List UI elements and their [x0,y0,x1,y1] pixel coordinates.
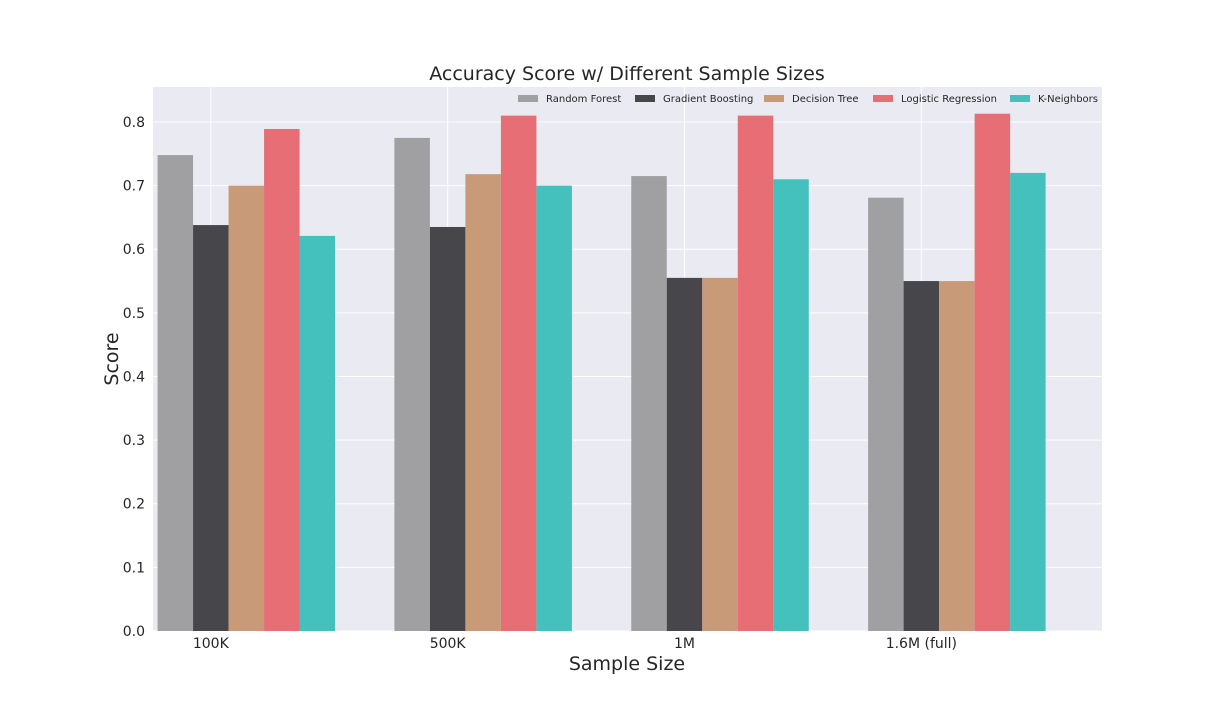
bar[interactable] [773,179,809,631]
bar[interactable] [702,277,738,631]
x-tick-label: 1M [674,636,695,652]
bar[interactable] [868,197,904,631]
y-tick-label: 0.2 [123,497,145,513]
bar[interactable] [500,115,537,631]
bar[interactable] [666,277,703,631]
y-axis-label: Score [101,332,123,385]
y-tick-label: 0.3 [123,433,145,449]
bar[interactable] [299,235,336,631]
y-tick-label: 0.7 [123,179,145,195]
legend: Random Forest Gradient Boosting Decision T… [518,94,1098,105]
legend-label: K-Neighbors [1038,94,1098,105]
bar[interactable] [429,226,466,632]
bar[interactable] [631,176,667,631]
bar[interactable] [157,155,194,631]
y-tick-label: 0.5 [123,306,145,322]
legend-label: Logistic Regression [901,94,997,105]
bar[interactable] [264,128,300,632]
x-tick-label: 100K [193,636,230,652]
legend-label: Random Forest [546,94,621,105]
bar[interactable] [465,174,501,632]
legend-label: Gradient Boosting [663,94,753,105]
bar[interactable] [939,281,975,631]
chart-title: Accuracy Score w/ Different Sample Sizes [429,63,825,85]
y-tick-label: 0.0 [123,624,145,640]
x-tick-label: 500K [430,636,467,652]
y-tick-label: 0.1 [123,560,145,576]
x-tick-label: 1.6M (full) [886,636,957,652]
y-tick-label: 0.4 [123,369,145,385]
bar[interactable] [193,225,229,631]
bar[interactable] [394,137,430,631]
x-axis-label: Sample Size [569,653,685,675]
legend-swatch [873,95,893,102]
bars-group [157,113,1046,632]
bar[interactable] [1010,172,1046,631]
legend-swatch [1010,95,1030,102]
bar[interactable] [536,185,572,631]
y-tick-label: 0.6 [123,242,145,258]
legend-swatch [635,95,655,102]
y-tick-label: 0.8 [123,115,145,131]
legend-swatch [518,95,538,102]
bar[interactable] [228,185,265,631]
bar[interactable] [903,281,940,631]
legend-label: Decision Tree [792,94,859,105]
bar[interactable] [974,113,1011,632]
legend-swatch [764,95,784,102]
bar[interactable] [737,115,774,631]
